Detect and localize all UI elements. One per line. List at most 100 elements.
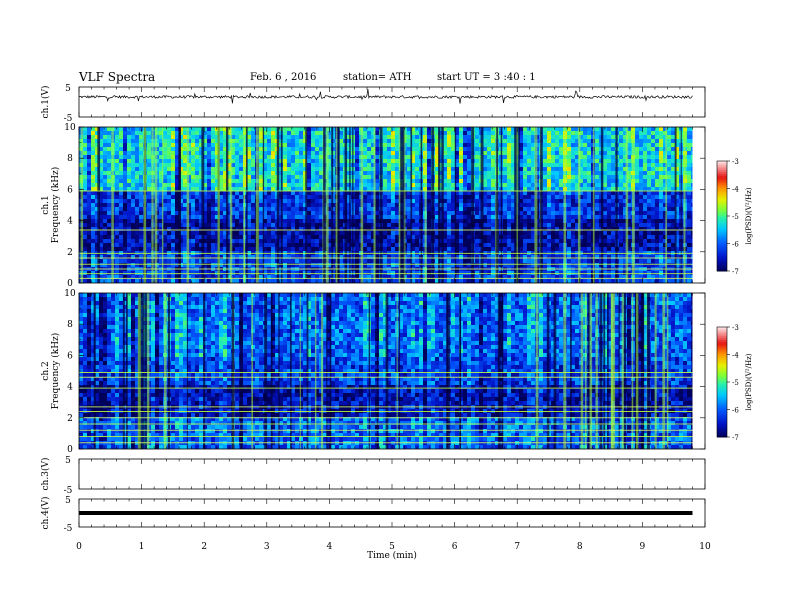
psd-cell (611, 147, 615, 151)
psd-cell (139, 243, 143, 247)
psd-cell (527, 159, 531, 163)
psd-cell (251, 159, 255, 163)
psd-cell (519, 215, 523, 219)
psd-cell (451, 207, 455, 211)
psd-cell (387, 235, 391, 239)
psd-cell (655, 211, 659, 215)
psd-cell (575, 155, 579, 159)
psd-cell (463, 139, 467, 143)
psd-cell (211, 187, 215, 191)
psd-cell (127, 151, 131, 155)
psd-cell (443, 235, 447, 239)
psd-cell (579, 239, 583, 243)
psd-cell (231, 139, 235, 143)
psd-cell (575, 243, 579, 247)
psd-cell (503, 247, 507, 251)
psd-cell (295, 131, 299, 135)
psd-cell (407, 167, 411, 171)
psd-cell (587, 183, 591, 187)
psd-cell (215, 235, 219, 239)
psd-cell (519, 155, 523, 159)
psd-cell (391, 227, 395, 231)
psd-cell (299, 235, 303, 239)
date-label: Feb. 6 , 2016 (250, 72, 317, 83)
psd-cell (415, 143, 419, 147)
psd-cell (619, 131, 623, 135)
psd-cell (383, 211, 387, 215)
psd-cell (231, 127, 235, 131)
psd-cell (627, 235, 631, 239)
psd-cell (383, 155, 387, 159)
psd-cell (451, 235, 455, 239)
psd-cell (247, 171, 251, 175)
psd-cell (263, 231, 267, 235)
psd-cell (559, 231, 563, 235)
psd-cell (251, 155, 255, 159)
psd-cell (283, 207, 287, 211)
psd-cell (391, 151, 395, 155)
psd-cell (283, 155, 287, 159)
psd-cell (139, 131, 143, 135)
psd-cell (543, 171, 547, 175)
psd-cell (215, 227, 219, 231)
psd-cell (459, 175, 463, 179)
psd-cell (303, 131, 307, 135)
psd-cell (507, 155, 511, 159)
psd-cell (291, 215, 295, 219)
psd-cell (347, 191, 351, 195)
psd-cell (671, 227, 675, 231)
psd-cell (207, 159, 211, 163)
psd-cell (647, 239, 651, 243)
psd-cell (115, 127, 119, 131)
psd-cell (235, 187, 239, 191)
psd-cell (583, 227, 587, 231)
psd-cell (295, 135, 299, 139)
psd-cell (503, 215, 507, 219)
psd-cell (531, 127, 535, 131)
psd-cell (251, 127, 255, 131)
psd-cell (199, 219, 203, 223)
psd-cell (283, 211, 287, 215)
psd-cell (503, 227, 507, 231)
psd-cell (251, 223, 255, 227)
psd-cell (415, 223, 419, 227)
psd-cell (579, 155, 583, 159)
psd-cell (315, 175, 319, 179)
psd-cell (387, 179, 391, 183)
psd-cell (543, 223, 547, 227)
psd-cell (559, 131, 563, 135)
psd-cell (675, 155, 679, 159)
psd-cell (395, 227, 399, 231)
psd-cell (203, 135, 207, 139)
psd-cell (115, 235, 119, 239)
psd-cell (355, 127, 359, 131)
psd-cell (247, 187, 251, 191)
psd-cell (195, 183, 199, 187)
psd-cell (267, 195, 271, 199)
psd-cell (183, 187, 187, 191)
psd-cell (567, 179, 571, 183)
psd-cell (103, 155, 107, 159)
psd-cell (659, 211, 663, 215)
psd-cell (347, 219, 351, 223)
psd-cell (643, 179, 647, 183)
psd-cell (287, 243, 291, 247)
psd-cell (159, 219, 163, 223)
psd-cell (363, 191, 367, 195)
psd-cell (691, 151, 693, 155)
psd-cell (339, 183, 343, 187)
psd-cell (347, 175, 351, 179)
psd-cell (271, 171, 275, 175)
psd-cell (511, 235, 515, 239)
psd-cell (203, 239, 207, 243)
psd-cell (307, 199, 311, 203)
psd-cell (671, 155, 675, 159)
psd-cell (459, 159, 463, 163)
psd-cell (647, 147, 651, 151)
psd-cell (643, 239, 647, 243)
psd-cell (443, 191, 447, 195)
psd-cell (639, 187, 643, 191)
psd-cell (659, 243, 663, 247)
psd-cell (127, 219, 131, 223)
psd-cell (507, 175, 511, 179)
